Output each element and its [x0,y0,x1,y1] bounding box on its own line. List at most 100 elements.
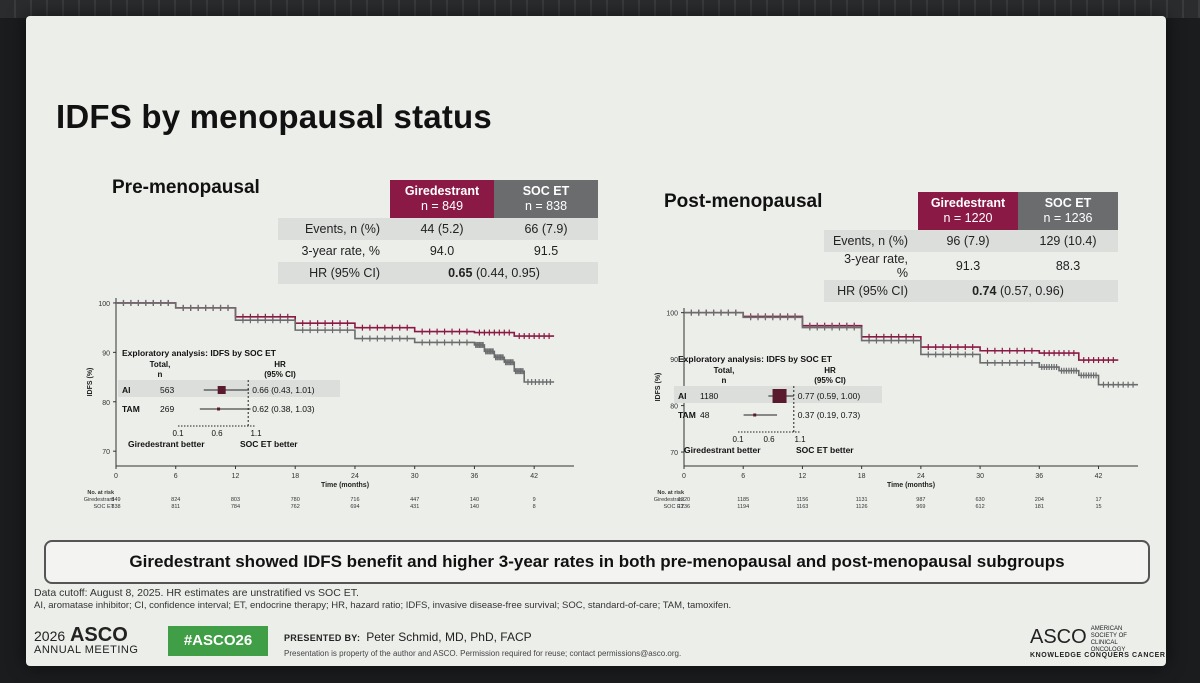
inset-col-ci: (95% CI) [264,370,296,379]
post-soc-header: SOC ET n = 1236 [1018,192,1118,230]
post-subtitle: Post-menopausal [664,191,823,212]
inset-hr-marker [217,386,226,394]
pre-events-label: Events, n (%) [278,218,390,240]
x-tick-label: 12 [232,473,240,480]
risk-title: No. at risk [657,490,685,496]
risk-value: 612 [975,504,984,510]
inset-row-n: 269 [160,404,174,414]
pre-giredestrant-header: Giredestrant n = 849 [390,180,494,218]
risk-value: 204 [1035,497,1044,503]
inset-row-label: AI [122,385,131,395]
pre-events-g: 44 (5.2) [390,218,494,240]
x-tick-label: 36 [471,473,479,480]
asco-logo: ASCO AMERICAN SOCIETY OF CLINICAL ONCOLOG… [1030,626,1166,659]
inset-favors-left: Giredestrant better [684,445,761,455]
inset-col-total: Total, [150,360,171,369]
risk-value: 969 [916,504,925,510]
risk-value: 431 [410,504,419,510]
presentation-note: Presentation is property of the author a… [284,649,682,658]
x-tick-label: 24 [351,473,359,480]
inset-row-label: AI [678,391,687,401]
y-tick-label: 70 [670,450,678,457]
risk-row-label: Giredestrant [654,497,685,503]
conclusion-box: Giredestrant showed IDFS benefit and hig… [44,540,1150,584]
inset-row-n: 1180 [700,391,719,401]
inset-row-label: TAM [122,404,140,414]
x-tick-label: 0 [682,473,686,480]
footnote-abbrev: AI, aromatase inhibitor; CI, confidence … [34,600,732,611]
pre-hr-label: HR (95% CI) [278,262,390,284]
risk-value: 630 [975,497,984,503]
inset-axis-tick: 0.1 [172,429,184,438]
inset-hr-text: 0.66 (0.43, 1.01) [252,385,315,395]
risk-title: No. at risk [87,490,115,496]
risk-value: 824 [171,497,180,503]
y-tick-label: 100 [666,311,678,318]
x-tick-label: 6 [741,473,745,480]
inset-row-n: 48 [700,410,710,420]
censor-marks-soc [690,309,1134,388]
risk-value: 811 [171,504,180,510]
pre-hr-value: 0.65 (0.44, 0.95) [390,262,598,284]
post-events-s: 129 (10.4) [1018,230,1118,252]
presenter-line: PRESENTED BY: Peter Schmid, MD, PhD, FACP [284,630,532,644]
risk-value: 1156 [797,497,809,503]
x-tick-label: 18 [291,473,299,480]
post-rate-g: 91.3 [955,259,981,273]
risk-value: 849 [111,497,120,503]
pre-km-chart: 70 80 90 100 0 6 12 18 24 30 36 42 Time (months) IDFS… [84,298,574,510]
inset-hr-marker [753,413,757,417]
y-tick-label: 90 [670,357,678,364]
inset-row-shade [118,380,340,397]
inset-hr-marker [772,389,787,403]
km-curve-giredestrant [684,311,1119,361]
risk-value: 9 [533,497,536,503]
post-stats-table: Giredestrant n = 1220 SOC ET n = 1236 Even… [824,192,1118,302]
inset-hr-text: 0.62 (0.38, 1.03) [252,404,315,414]
inset-axis-tick: 0.1 [732,435,744,444]
risk-value: 17 [1095,497,1101,503]
risk-row-label: Giredestrant [84,497,115,503]
risk-value: 803 [231,497,240,503]
risk-value: 15 [1095,504,1101,510]
slide-title: IDFS by menopausal status [56,98,492,135]
y-tick-label: 80 [102,400,110,407]
y-tick-label: 90 [102,350,110,357]
risk-value: 1236 [678,504,690,510]
risk-value: 784 [231,504,240,510]
inset-col-total-n: n [158,370,163,379]
risk-value: 1163 [797,504,809,510]
inset-axis-tick: 1.1 [794,435,806,444]
x-tick-label: 30 [411,473,419,480]
risk-value: 1220 [678,497,690,503]
hashtag-badge: #ASCO26 [168,626,268,656]
post-rate-label: 3-year rate, % [844,252,908,280]
inset-hr-marker [217,407,221,411]
pre-rate-g: 94.0 [429,244,455,258]
risk-value: 780 [291,497,300,503]
risk-value: 1194 [737,504,749,510]
x-tick-label: 12 [799,473,807,480]
inset-hr-text: 0.77 (0.59, 1.00) [798,391,861,401]
x-tick-label: 30 [976,473,984,480]
x-tick-label: 42 [530,473,538,480]
x-axis-label: Time (months) [321,482,369,489]
km-curve-soc [116,302,555,383]
inset-row-label: TAM [678,410,696,420]
y-tick-label: 80 [670,404,678,411]
risk-value: 1126 [856,504,868,510]
meeting-logo: 2026 ASCO ANNUAL MEETING [34,624,139,656]
pre-rate-label: 3-year rate, % [301,244,380,258]
y-tick-label: 100 [98,301,110,308]
risk-value: 987 [916,497,925,503]
y-tick-label: 70 [102,449,110,456]
inset-favors-left: Giredestrant better [128,439,205,449]
inset-col-total: Total, [714,366,735,375]
y-axis-label: IDFS (%) [87,368,94,397]
post-hr-value: 0.74 (0.57, 0.96) [918,280,1118,302]
risk-value: 1185 [737,497,749,503]
risk-value: 762 [291,504,300,510]
inset-col-ci: (95% CI) [814,376,846,385]
inset-axis-tick: 0.6 [211,429,223,438]
